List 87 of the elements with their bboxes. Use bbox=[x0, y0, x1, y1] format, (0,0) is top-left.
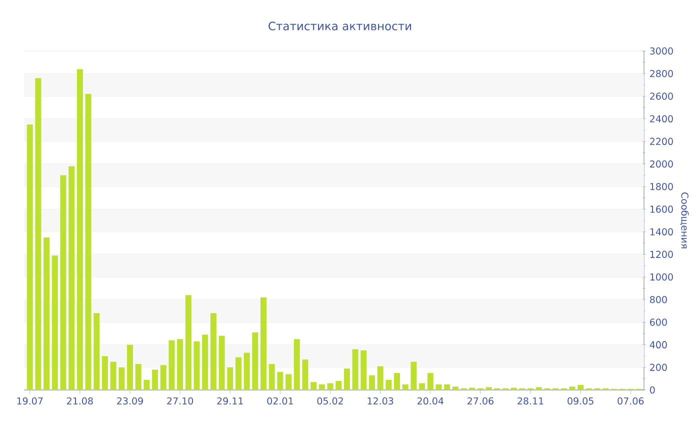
bar bbox=[44, 237, 50, 390]
bar bbox=[310, 382, 317, 390]
y-tick-label: 400 bbox=[650, 341, 667, 348]
bar bbox=[135, 364, 142, 390]
bar bbox=[144, 380, 150, 390]
bar bbox=[336, 380, 342, 390]
bar bbox=[344, 368, 350, 390]
bar bbox=[102, 356, 108, 390]
y-tick-label: 1200 bbox=[650, 250, 673, 258]
x-tick-label: 02.01 bbox=[267, 397, 293, 405]
bar bbox=[302, 359, 308, 390]
bar bbox=[94, 313, 100, 390]
bar bbox=[152, 370, 158, 390]
bar bbox=[168, 340, 175, 390]
bar bbox=[35, 78, 42, 390]
y-tick-label: 800 bbox=[650, 296, 667, 304]
x-tick-label: 09.05 bbox=[568, 397, 594, 405]
bar bbox=[452, 386, 458, 390]
y-tick-label: 200 bbox=[650, 364, 667, 371]
bar bbox=[227, 367, 234, 390]
bar bbox=[235, 357, 242, 390]
bar bbox=[194, 341, 200, 390]
x-tick-label: 05.02 bbox=[317, 397, 343, 405]
bar bbox=[218, 336, 225, 390]
x-tick-label: 21.08 bbox=[67, 397, 93, 405]
x-tick-label: 23.09 bbox=[117, 397, 143, 405]
y-tick-label: 1000 bbox=[650, 273, 673, 281]
bar bbox=[26, 124, 33, 390]
y-tick-label: 2800 bbox=[650, 70, 673, 78]
y-tick-label: 2000 bbox=[650, 160, 673, 168]
x-tick-label: 27.06 bbox=[468, 397, 494, 405]
y-axis-title: Сообщения bbox=[680, 192, 689, 248]
x-tick-label: 07.06 bbox=[618, 397, 644, 405]
bar bbox=[260, 297, 266, 390]
y-tick-label: 2200 bbox=[650, 138, 673, 145]
bar bbox=[368, 375, 375, 390]
x-tick-label: 28.11 bbox=[518, 397, 544, 405]
x-tick-label: 27.10 bbox=[167, 397, 194, 405]
y-tick-label: 600 bbox=[650, 318, 667, 326]
bar bbox=[110, 362, 116, 390]
bar bbox=[486, 387, 492, 390]
bar bbox=[286, 374, 292, 390]
y-tick-label: 1800 bbox=[650, 182, 673, 190]
y-tick-label: 3000 bbox=[650, 47, 673, 55]
bar bbox=[185, 295, 192, 390]
y-tick-label: 2600 bbox=[650, 92, 673, 100]
y-tick-label: 1400 bbox=[650, 228, 673, 236]
bar bbox=[436, 384, 442, 390]
bar bbox=[76, 69, 83, 390]
bar bbox=[360, 350, 367, 390]
y-tick-label: 0 bbox=[650, 386, 655, 394]
bar bbox=[277, 372, 284, 390]
bar bbox=[118, 367, 125, 390]
bar bbox=[377, 366, 384, 390]
bar bbox=[327, 383, 334, 390]
bar bbox=[252, 332, 258, 390]
bar bbox=[410, 362, 417, 390]
bar bbox=[394, 373, 400, 390]
bar bbox=[85, 94, 92, 390]
bar bbox=[244, 352, 250, 390]
y-tick-label: 1600 bbox=[650, 206, 673, 213]
bar bbox=[536, 387, 542, 390]
y-tick-label: 2400 bbox=[650, 115, 673, 122]
bar bbox=[126, 344, 133, 390]
bar bbox=[386, 380, 392, 390]
x-tick-label: 29.11 bbox=[217, 397, 243, 405]
bar bbox=[578, 384, 584, 390]
bar bbox=[177, 339, 184, 390]
bar bbox=[318, 384, 325, 390]
x-tick-label: 12.03 bbox=[368, 397, 394, 405]
bar bbox=[444, 384, 450, 390]
bar bbox=[427, 373, 434, 390]
bar bbox=[569, 386, 576, 390]
bar bbox=[402, 384, 408, 390]
bar bbox=[268, 364, 275, 390]
bar bbox=[60, 175, 66, 390]
x-tick-label: 20.04 bbox=[417, 397, 444, 405]
bar bbox=[210, 313, 216, 390]
chart-title: Статистика активности bbox=[268, 22, 412, 30]
x-tick-label: 19.07 bbox=[17, 397, 43, 405]
bar bbox=[68, 166, 75, 390]
bar bbox=[294, 339, 300, 390]
bar bbox=[202, 334, 208, 390]
bar bbox=[352, 349, 358, 390]
bar bbox=[52, 256, 58, 390]
bar bbox=[160, 365, 166, 390]
bar bbox=[419, 383, 426, 390]
